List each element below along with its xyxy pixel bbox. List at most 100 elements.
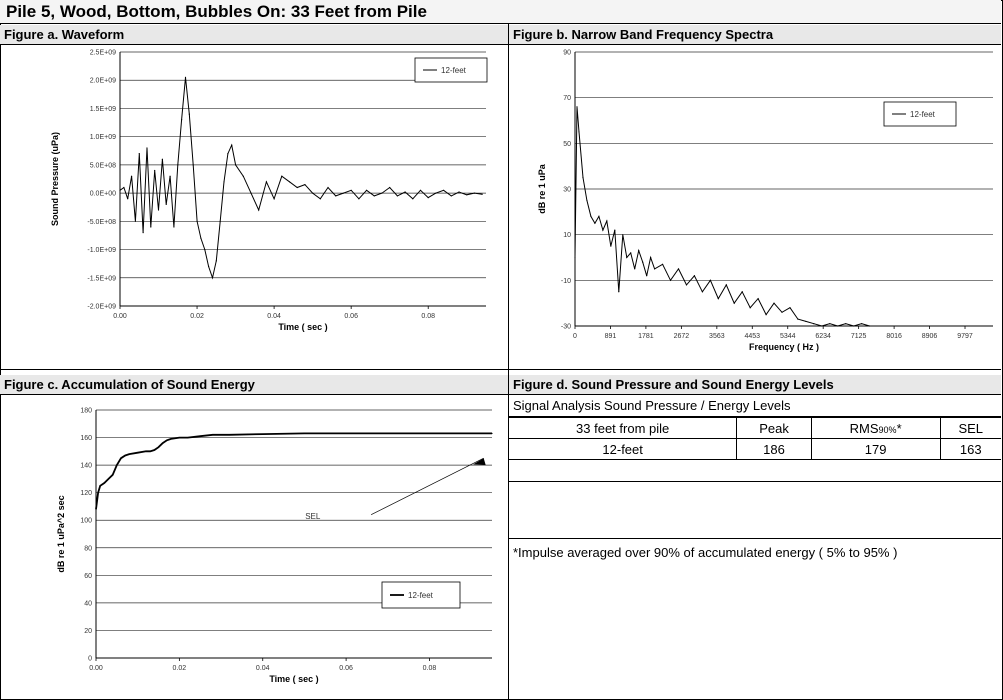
y-tick-label: 60 bbox=[84, 573, 92, 580]
data-point bbox=[781, 311, 783, 313]
data-point bbox=[227, 153, 229, 155]
data-point bbox=[389, 186, 391, 189]
x-tick-label: 0.02 bbox=[173, 665, 187, 672]
sel-arrowhead bbox=[473, 458, 486, 466]
x-tick-label: 2672 bbox=[674, 333, 690, 340]
y-tick-label: 80 bbox=[84, 545, 92, 552]
series-line bbox=[119, 77, 483, 280]
data-point bbox=[149, 450, 151, 452]
data-point bbox=[586, 199, 588, 202]
x-tick-label: 7125 bbox=[851, 333, 867, 340]
data-point bbox=[773, 302, 775, 304]
row-sel: 163 bbox=[939, 438, 1001, 460]
data-point bbox=[868, 325, 871, 327]
data-point bbox=[373, 195, 375, 197]
y-tick-label: -10 bbox=[561, 278, 571, 285]
figure-b-title: Figure b. Narrow Band Frequency Spectra bbox=[509, 25, 1001, 45]
y-axis-title: dB re 1 uPa^2 sec bbox=[56, 495, 66, 572]
data-point bbox=[590, 215, 592, 217]
y-tick-label: 140 bbox=[80, 463, 92, 470]
sel-arrow bbox=[370, 457, 484, 516]
y-tick-label: 1.0E+09 bbox=[90, 134, 116, 141]
data-point bbox=[602, 229, 604, 231]
figure-d-title: Figure d. Sound Pressure and Sound Energ… bbox=[509, 375, 1001, 395]
y-tick-label: 70 bbox=[563, 95, 571, 102]
y-tick-label: 100 bbox=[80, 518, 92, 525]
data-point bbox=[749, 307, 751, 309]
x-tick-label: 0.08 bbox=[421, 313, 435, 320]
data-point bbox=[610, 245, 612, 247]
data-point bbox=[146, 147, 148, 149]
data-point bbox=[350, 189, 352, 191]
data-point bbox=[177, 164, 179, 166]
page-title: Pile 5, Wood, Bottom, Bubbles On: 33 Fee… bbox=[0, 0, 1001, 24]
data-point bbox=[345, 432, 347, 435]
header-sel: SEL bbox=[939, 417, 1001, 439]
data-point bbox=[765, 313, 767, 316]
y-tick-label: 5.0E+08 bbox=[90, 162, 116, 169]
data-point bbox=[112, 474, 114, 476]
data-point bbox=[443, 189, 445, 191]
data-point bbox=[365, 189, 368, 191]
data-point bbox=[170, 438, 172, 440]
data-point bbox=[303, 432, 306, 435]
x-axis-title: Time ( sec ) bbox=[269, 674, 318, 684]
data-point bbox=[473, 192, 476, 194]
y-tick-label: 0 bbox=[88, 656, 92, 663]
data-point bbox=[161, 158, 163, 160]
data-point bbox=[427, 197, 429, 199]
data-point bbox=[829, 323, 831, 325]
data-point bbox=[250, 192, 252, 194]
data-point bbox=[204, 248, 206, 251]
legend-label: 12-feet bbox=[910, 110, 936, 119]
y-tick-label: -5.0E+08 bbox=[87, 219, 116, 226]
data-point bbox=[642, 261, 644, 263]
data-point bbox=[412, 198, 414, 200]
data-point bbox=[231, 144, 233, 146]
data-point bbox=[123, 186, 125, 189]
row-rms: 179 bbox=[810, 438, 941, 460]
data-point bbox=[853, 325, 855, 327]
data-point bbox=[598, 215, 600, 217]
data-point bbox=[130, 175, 133, 177]
header-rms-sub: 90% bbox=[878, 424, 897, 435]
data-point bbox=[797, 318, 799, 320]
data-point bbox=[95, 508, 97, 510]
data-point bbox=[178, 436, 180, 439]
x-tick-label: 8016 bbox=[886, 333, 902, 340]
data-point bbox=[107, 478, 110, 480]
data-point bbox=[404, 191, 406, 193]
legend-box bbox=[414, 57, 488, 83]
table-divider bbox=[509, 481, 1001, 482]
data-point bbox=[435, 192, 437, 194]
data-point bbox=[184, 76, 187, 78]
row-peak: 186 bbox=[736, 438, 812, 460]
x-tick-label: 3563 bbox=[709, 333, 725, 340]
data-point bbox=[281, 175, 283, 177]
data-point bbox=[693, 275, 696, 277]
y-tick-label: 0.0E+00 bbox=[90, 191, 116, 198]
x-tick-label: 5344 bbox=[780, 333, 796, 340]
data-point bbox=[813, 323, 815, 325]
data-point bbox=[805, 320, 807, 323]
data-point bbox=[622, 234, 624, 236]
data-point bbox=[242, 175, 244, 177]
y-tick-label: 180 bbox=[80, 408, 92, 415]
column-divider bbox=[508, 24, 509, 700]
data-point bbox=[165, 203, 167, 205]
data-point bbox=[650, 256, 652, 259]
y-tick-label: 2.5E+09 bbox=[90, 50, 116, 57]
data-point bbox=[419, 189, 422, 191]
sel-annotation: SEL bbox=[305, 512, 321, 521]
data-point bbox=[119, 189, 121, 191]
data-point bbox=[196, 220, 198, 222]
data-point bbox=[223, 181, 225, 183]
levels-footnote: *Impulse averaged over 90% of accumulate… bbox=[509, 538, 1001, 560]
data-point bbox=[576, 106, 578, 108]
data-point bbox=[157, 446, 160, 448]
data-point bbox=[128, 453, 130, 455]
data-point bbox=[150, 226, 152, 228]
frequency-spectra-chart: -30 -10 10 30 50 70 90 0 891 1781 2672 3563 4453 5344… bbox=[537, 50, 993, 352]
x-tick-label: 0.04 bbox=[267, 313, 281, 320]
